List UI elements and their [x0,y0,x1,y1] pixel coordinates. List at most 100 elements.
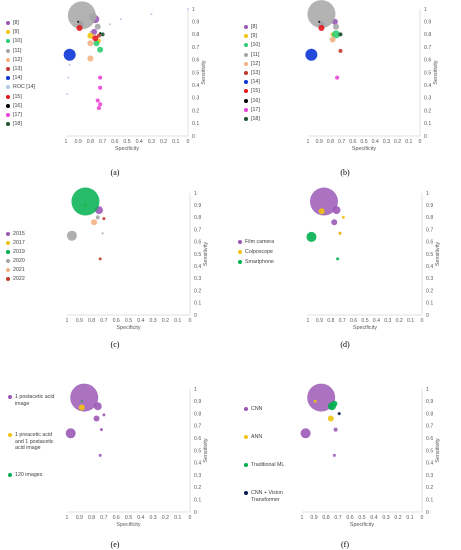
x-tick-label: 0.9 [310,515,317,521]
y-tick-label: 0.7 [194,424,201,430]
data-point [300,428,311,439]
x-axis-title: Specificity [115,146,140,152]
y-tick-label: 0.2 [424,108,431,114]
x-tick-label: 1 [301,515,304,521]
legend-marker [244,52,248,57]
data-point [102,413,106,417]
data-point [87,55,94,62]
data-point [318,208,325,215]
legend-item: [9] [244,33,288,40]
x-tick-label: 0.3 [382,515,389,521]
y-tick-label: 0.1 [192,121,199,127]
x-tick-label: 0.6 [350,318,357,324]
y-tick-label: 0.9 [424,20,431,26]
y-tick-label: 0.2 [192,108,199,114]
y-tick-label: 0.1 [426,498,433,504]
legend-marker [6,21,10,25]
data-point [80,400,83,403]
data-point [332,453,336,457]
legend-item: CNN [244,406,304,413]
legend-marker [6,30,10,35]
y-tick-label: 0.1 [194,301,201,307]
x-tick-label: 0.5 [125,318,132,324]
legend-item: [15] [244,88,288,95]
chart-plot-e: 1 0.9 0.8 0.7 0.6 0.5 0.4 0.3 0.2 0.1 00 0.1 0.2 0.3 0… [66,383,209,528]
data-point [318,20,321,23]
x-tick-label: 1 [307,318,310,324]
x-tick-label: 0.3 [149,515,156,521]
y-tick-label: 0 [426,313,429,319]
x-tick-label: 0.9 [316,318,323,324]
legend-item: 2019 [6,249,50,256]
data-point [309,187,338,216]
caption-a: (a) [110,168,120,177]
caption-d: (d) [340,340,350,349]
legend-label: ROC [14] [13,84,36,91]
data-point [71,187,100,216]
legend-item: [9] [6,29,50,36]
legend-label: Smartphone [245,259,274,265]
data-point [332,206,341,215]
y-axis-title: Sensitivity [433,60,439,85]
x-tick-label: 0 [419,139,422,145]
x-tick-label: 0.1 [407,318,414,324]
x-tick-label: 0.3 [383,139,390,145]
x-tick-label: 0.5 [360,139,367,145]
chart-panel-a: [8] [9] [10] [11] [12] [13] [14] ROC [14] [15] [1… [0,0,230,183]
legend-marker [6,103,10,108]
legend-label: [11] [13,47,22,54]
legend-marker [6,232,10,236]
x-tick-label: 0.1 [405,139,412,145]
legend-item: [8] [244,24,288,31]
legend-marker [244,80,248,85]
x-tick-label: 0.4 [373,318,380,324]
data-point [327,415,334,422]
x-tick-label: 0.8 [88,318,95,324]
x-axis-title: Specificity [352,146,377,152]
data-point [307,383,336,412]
legend-item: [14] [6,75,50,82]
legend-marker [244,25,248,29]
legend-item: 2022 [6,276,50,283]
x-tick-label: 0.2 [162,515,169,521]
chart-plot-c: 1 0.9 0.8 0.7 0.6 0.5 0.4 0.3 0.2 0.1 00 0.1 0.2 0.3 0… [66,187,209,331]
y-tick-label: 0.9 [194,399,201,405]
legend-label: [9] [251,33,257,40]
data-point [99,428,103,432]
legend-marker [8,433,12,437]
data-point [331,400,338,407]
legend-item: [10] [244,42,288,49]
data-point [97,46,104,53]
data-point [313,399,317,403]
legend-item: CNN + Vision Transformer [244,490,304,503]
y-tick-label: 0.3 [426,276,433,282]
legend-item: 2021 [6,267,50,274]
y-tick-label: 0.9 [194,203,201,209]
y-tick-label: 1 [194,191,197,197]
data-point [337,412,341,416]
data-point [70,383,99,412]
x-tick-label: 0.8 [327,318,334,324]
y-tick-label: 0.6 [192,58,199,64]
legend-label: 1 postacetic acid image [15,394,55,407]
legend-label: [8] [251,24,257,30]
legend-marker [238,250,242,254]
data-point [341,215,345,219]
data-point [99,32,102,35]
data-point [318,25,325,32]
legend-item: ANN [244,434,304,441]
x-tick-label: 0.9 [76,318,83,324]
data-point [87,32,94,39]
y-tick-label: 0.7 [192,45,199,51]
legend-marker [244,491,248,495]
y-tick-label: 0.5 [426,252,433,258]
y-tick-label: 0.8 [192,32,199,38]
legend-item: [11] [6,48,50,55]
x-tick-label: 0.6 [113,318,120,324]
x-tick-label: 0.7 [339,318,346,324]
legend-item: [12] [6,57,50,64]
x-tick-label: 0.4 [370,515,377,521]
legend-marker [6,48,10,53]
chart-plot-a: 1 0.9 0.8 0.7 0.6 0.5 0.4 0.3 0.2 0.1 00 0.1 0.2 0.3 0… [63,1,207,152]
legend-label: ANN [251,434,263,440]
